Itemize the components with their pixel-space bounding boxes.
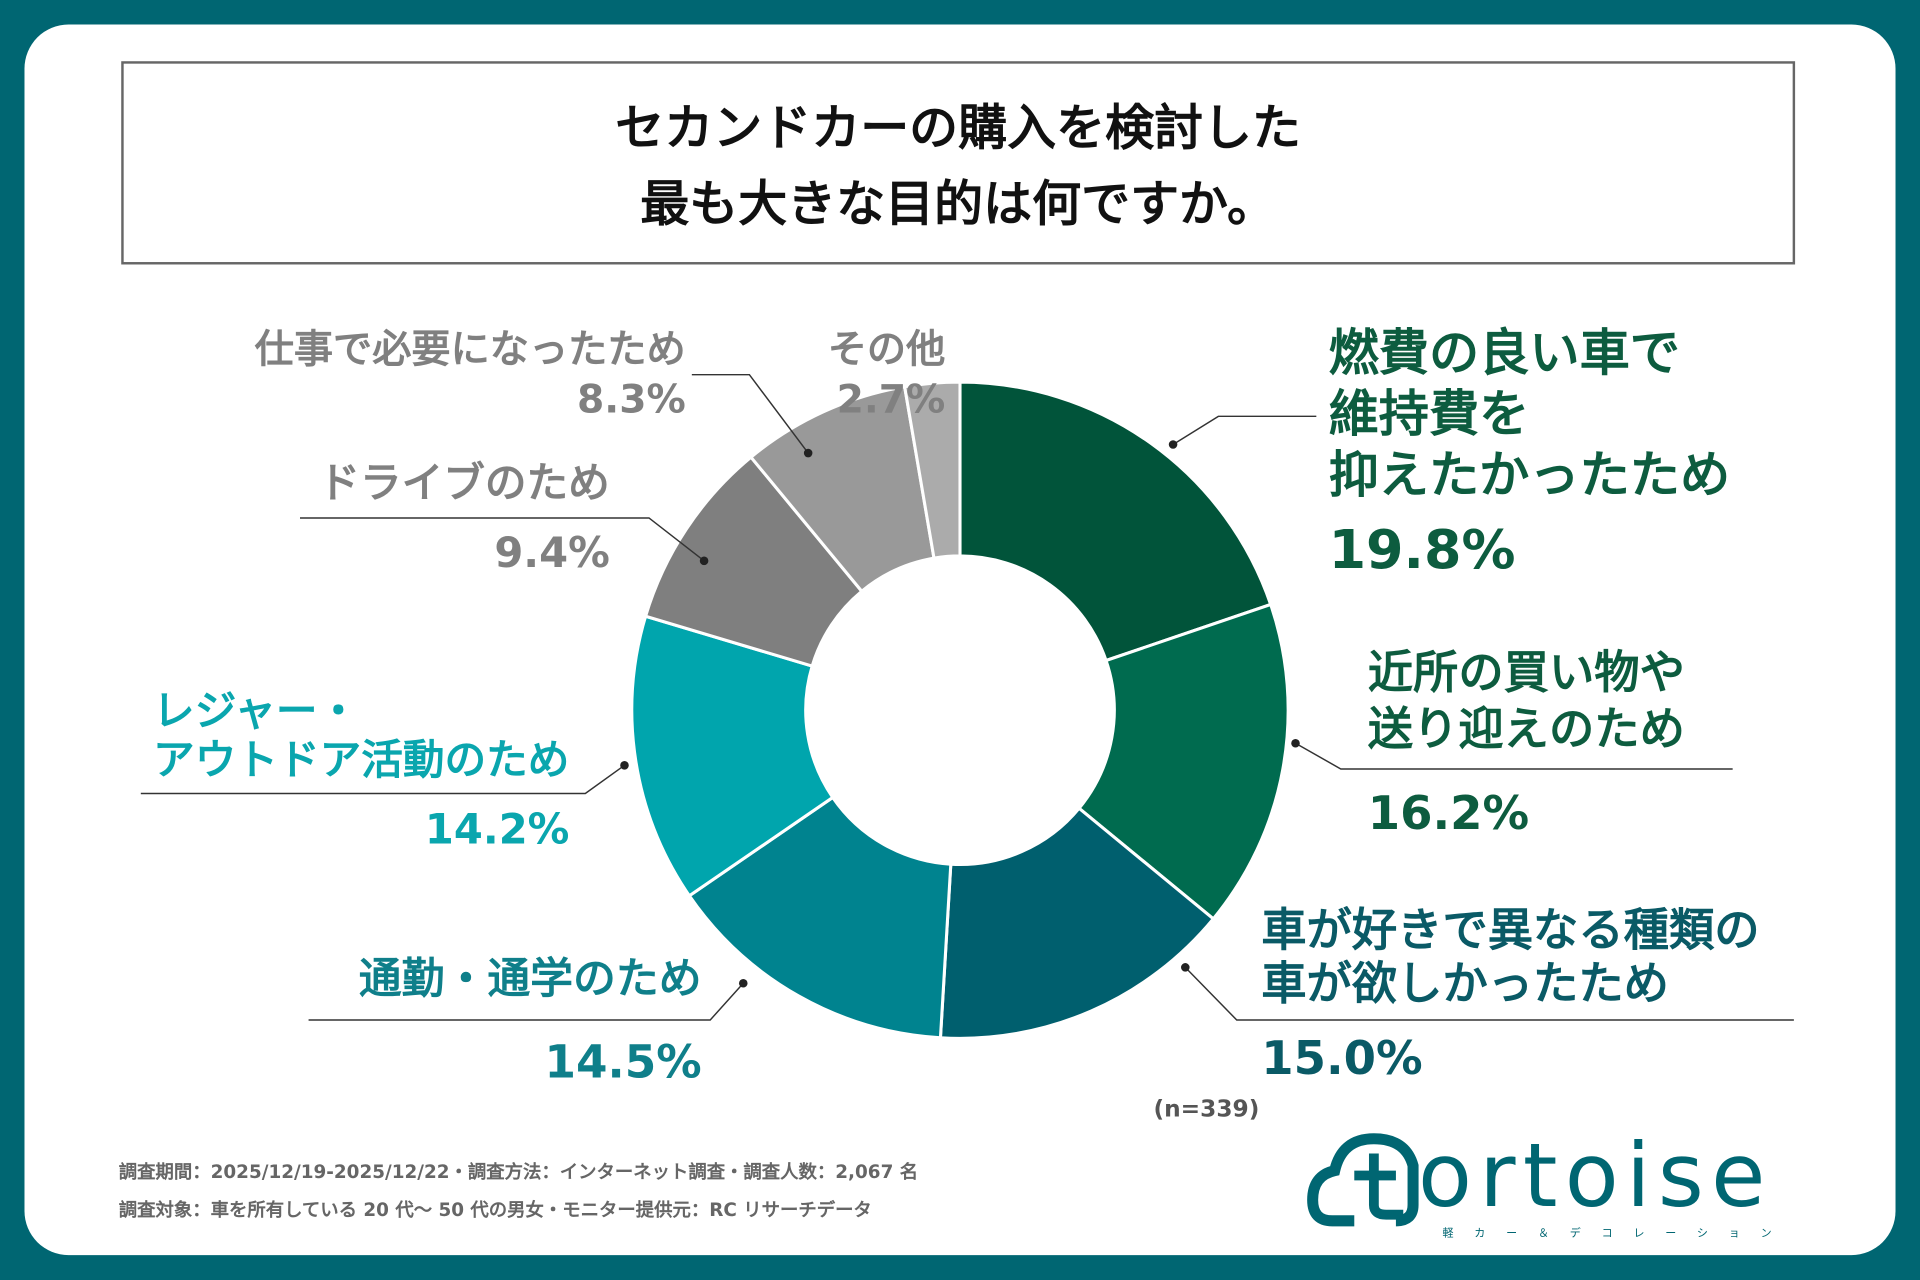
category-label: 燃費の良い車で	[1328, 323, 1681, 383]
leader-line	[140, 764, 625, 795]
donut-slice	[938, 806, 1216, 1040]
value-label: 9.4%	[494, 528, 610, 578]
leader-dot	[699, 556, 709, 566]
leader-dot	[1181, 963, 1190, 972]
category-label: レジャー・	[153, 686, 360, 736]
category-label: アウトドア活動のため	[153, 735, 570, 785]
title-line: 最も大きな目的は何ですか。	[640, 176, 1277, 233]
category-label: その他	[827, 325, 946, 373]
value-label: 19.8%	[1328, 519, 1516, 582]
leader-dot	[803, 448, 813, 458]
leader-dot	[1168, 440, 1178, 449]
donut-slice	[630, 614, 835, 898]
value-label: 2.7%	[836, 375, 946, 423]
logo-subtitle: 軽カー＆デコレーション	[1442, 1228, 1793, 1241]
leader-line	[1295, 742, 1733, 770]
leader-line	[1184, 966, 1794, 1021]
donut-slice	[902, 380, 962, 560]
footer-survey-target: 調査対象：車を所有している 20 代～ 50 代の男女・モニター提供元：RC リ…	[118, 1198, 872, 1221]
value-label: 16.2%	[1367, 786, 1530, 841]
category-label: ドライブのため	[318, 459, 610, 509]
category-label: 抑えたかったため	[1328, 445, 1731, 505]
tortoise-logo: ortoise 軽カー＆デコレーション	[1305, 1129, 1807, 1245]
category-label: 車が欲しかったため	[1261, 957, 1669, 1011]
title-line: セカンドカーの購入を検討した	[615, 100, 1302, 157]
category-label: 維持費を	[1328, 384, 1530, 444]
donut-slice	[958, 380, 1273, 663]
leader-line	[1172, 415, 1317, 446]
value-label: 8.3%	[577, 375, 686, 423]
donut-slice	[687, 795, 953, 1040]
category-label: 送り迎えのため	[1367, 702, 1685, 756]
leader-dot	[738, 978, 748, 988]
value-label: 15.0%	[1261, 1031, 1423, 1085]
value-label: 14.2%	[424, 805, 570, 855]
leader-line	[308, 982, 744, 1021]
logo-text: ortoise	[1417, 1124, 1773, 1227]
category-label: 近所の買い物や	[1367, 646, 1685, 700]
category-label: 車が好きで異なる種類の	[1261, 903, 1760, 957]
leader-dot	[620, 761, 629, 770]
category-label: 仕事で必要になったため	[254, 325, 686, 373]
donut-slice	[1076, 602, 1290, 921]
value-label: 14.5%	[544, 1035, 702, 1089]
footer-survey-period: 調査期間：2025/12/19-2025/12/22・調査方法：インターネット調…	[118, 1160, 919, 1183]
leader-line	[300, 517, 705, 562]
chart-title: セカンドカーの購入を検討した 最も大きな目的は何ですか。	[121, 61, 1796, 265]
leader-line	[691, 373, 809, 454]
category-label: 通勤・通学のため	[358, 955, 702, 1005]
leader-dot	[1291, 738, 1300, 748]
sample-size: (n=339)	[1153, 1095, 1260, 1123]
card	[24, 24, 1896, 1256]
